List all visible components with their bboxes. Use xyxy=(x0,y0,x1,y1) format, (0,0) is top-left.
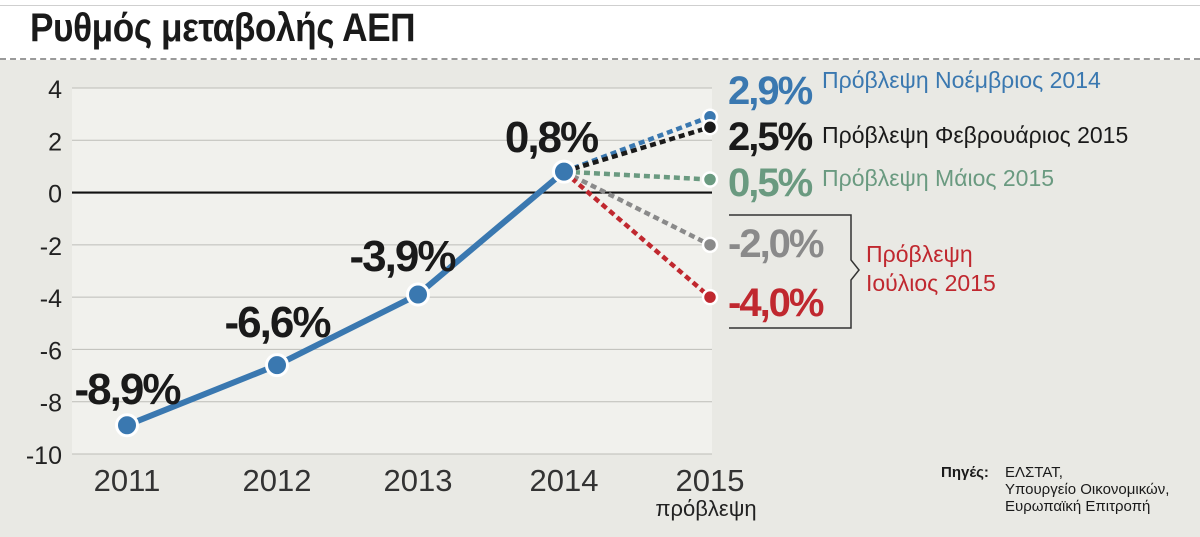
forecast-line xyxy=(563,125,711,174)
forecast-value-label: 0,5% xyxy=(728,161,813,205)
sources-item: Ευρωπαϊκή Επιτροπή xyxy=(1005,498,1150,515)
y-tick-label: -10 xyxy=(26,442,62,470)
forecast-line xyxy=(562,169,712,299)
forecast-value-label: -2,0% xyxy=(728,222,824,266)
forecast-value-label: -4,0% xyxy=(728,281,824,325)
plot-area xyxy=(72,88,712,454)
x-tick-label: 2015 xyxy=(676,463,745,498)
title-bar: Ρυθμός μεταβολής ΑΕΠ xyxy=(0,0,1200,60)
y-tick-label: 0 xyxy=(48,181,62,209)
bracket-label: Πρόβλεψη xyxy=(866,241,973,267)
chart-panel: 4 2 0 -2 -4 -6 -8 -10 2011 2012 2013 2014 2015 πρόβλε… xyxy=(0,60,1200,537)
forecast-point xyxy=(701,171,719,188)
forecast-point xyxy=(701,288,719,306)
x-tick-label: 2014 xyxy=(530,463,599,498)
forecast-name: Πρόβλεψη Μάιος 2015 xyxy=(822,165,1054,191)
y-tick-label: -8 xyxy=(40,390,62,418)
data-point xyxy=(406,282,430,307)
chart-title: Ρυθμός μεταβολής ΑΕΠ xyxy=(30,6,416,50)
x-tick-sublabel: πρόβλεψη xyxy=(655,496,756,521)
forecast-name: Πρόβλεψη Νοέμβριος 2014 xyxy=(822,67,1101,93)
data-label: -8,9% xyxy=(75,365,181,414)
forecast-value-label: 2,9% xyxy=(728,69,813,113)
data-label: -3,9% xyxy=(350,232,456,281)
bracket-label: Ιούλιος 2015 xyxy=(866,270,996,296)
y-tick-label: 4 xyxy=(48,76,62,104)
y-tick-label: 2 xyxy=(48,128,62,156)
sources-item: Υπουργείο Οικονομικών, xyxy=(1005,481,1169,498)
sources-title: Πηγές: xyxy=(941,464,989,481)
x-tick-label: 2013 xyxy=(384,463,453,498)
forecast-bracket xyxy=(729,214,860,329)
top-rule xyxy=(0,5,1200,6)
data-label: 0,8% xyxy=(505,113,598,162)
line-chart: 4 2 0 -2 -4 -6 -8 -10 2011 2012 2013 2014 2015πρόβλε… xyxy=(26,67,1170,521)
forecast-point xyxy=(701,236,719,254)
data-label: -6,6% xyxy=(225,298,331,347)
x-tick-label: 2012 xyxy=(243,463,312,498)
forecast-name: Πρόβλεψη Φεβρουάριος 2015 xyxy=(822,122,1128,148)
x-tick-label: 2011 xyxy=(94,463,161,498)
sources-item: ΕΛΣΤΑΤ, xyxy=(1005,464,1063,481)
y-tick-label: -6 xyxy=(40,337,62,365)
forecast-value-label: 2,5% xyxy=(728,115,813,159)
series-line xyxy=(124,168,567,429)
y-tick-label: -2 xyxy=(40,233,62,261)
forecast-line xyxy=(562,169,712,247)
forecast-point xyxy=(701,118,719,136)
data-point xyxy=(115,413,139,438)
title-divider xyxy=(0,58,1200,60)
y-tick-label: -4 xyxy=(40,285,62,313)
data-point xyxy=(265,353,289,378)
forecast-line xyxy=(563,169,711,182)
data-point xyxy=(552,159,576,184)
